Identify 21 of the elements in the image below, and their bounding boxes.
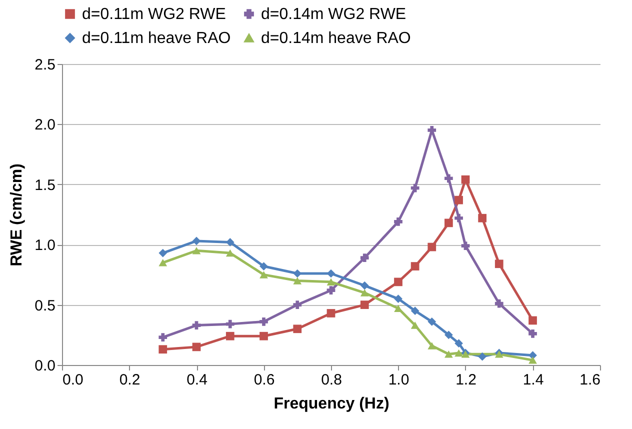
x-tick-label: 1.6 (580, 372, 600, 388)
x-tick-label: 1.4 (522, 372, 544, 388)
x-tick-label: 0.2 (119, 372, 140, 388)
y-tick-label: 2.5 (34, 56, 56, 74)
legend-label: d=0.14m heave RAO (261, 30, 411, 47)
y-axis-title: RWE (cm/cm) (8, 164, 26, 266)
x-tick-label: 0.6 (254, 372, 275, 388)
x-tick-label: 1.0 (388, 372, 410, 388)
y-tick-label: 1.5 (34, 176, 56, 194)
legend-label: d=0.11m heave RAO (82, 30, 231, 47)
legend-label: d=0.14m WG2 RWE (261, 6, 406, 23)
y-tick-label: 0.5 (34, 297, 56, 314)
x-tick-label: 1.2 (456, 372, 476, 388)
legend-label: d=0.11m WG2 RWE (82, 6, 226, 23)
y-tick-label: 0.0 (34, 358, 56, 374)
y-tick-label: 2.0 (34, 116, 56, 134)
x-tick-label: 0.8 (321, 372, 342, 388)
x-axis-title: Frequency (Hz) (274, 396, 390, 412)
x-tick-label: 0.4 (186, 372, 208, 388)
y-tick-label: 1.0 (34, 237, 56, 254)
x-tick-label: 0.0 (62, 372, 84, 388)
